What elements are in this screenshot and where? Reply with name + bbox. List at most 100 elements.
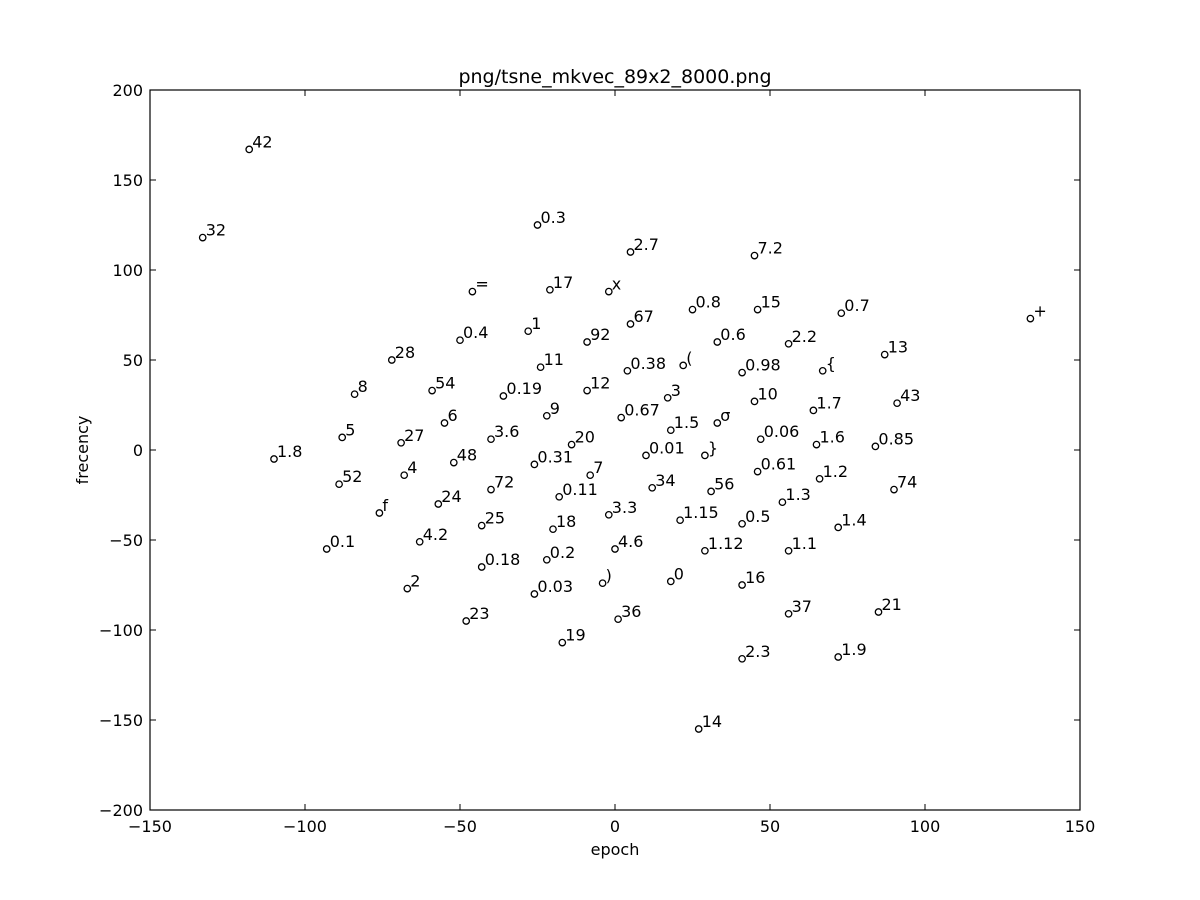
data-point: 27 [397,426,424,447]
data-point: 1.12 [701,534,744,555]
point-label: 4.2 [423,525,448,544]
y-tick-label: −200 [99,801,143,820]
point-marker [449,458,458,467]
data-point: 74 [890,473,917,494]
data-point: + [1026,302,1047,323]
point-label: 0 [674,564,684,583]
data-point: 3.6 [487,422,519,444]
point-label: 2.2 [792,327,817,346]
point-label: 2 [410,572,420,591]
data-point: 0.67 [617,401,660,422]
data-point: 0.2 [542,543,575,564]
data-point: 1.1 [784,534,817,555]
point-marker [738,519,746,528]
y-axis-title: frecency [73,416,92,485]
point-marker [750,251,759,260]
data-point: 14 [694,712,722,733]
point-marker [663,393,672,402]
x-tick-label: −50 [443,817,477,836]
point-label: 54 [435,374,455,393]
point-label: 0.8 [696,293,721,312]
point-label: 8 [358,377,368,396]
point-label: 18 [556,512,576,531]
point-label: 2.7 [634,235,659,254]
data-point: 54 [428,374,455,395]
point-marker [626,320,635,328]
y-tick-label: 100 [112,261,143,280]
data-point: 37 [784,597,812,618]
data-point: σ [713,406,730,427]
data-point: 7.2 [750,239,783,260]
data-point: 34 [648,471,676,492]
chart-title: png/tsne_mkvec_89x2_8000.png [458,66,771,88]
point-marker [586,471,595,480]
point-marker [604,287,613,296]
point-marker [567,440,576,449]
point-marker [468,287,477,296]
point-label: 4 [407,458,417,477]
point-label: 19 [565,626,585,645]
data-point: 1.4 [834,510,867,532]
point-label: 28 [395,343,415,362]
data-point: 0.06 [756,422,799,444]
data-point: 0.3 [533,208,566,229]
data-point: 1.9 [834,640,867,661]
data-point: 48 [449,446,477,467]
point-marker [713,338,722,346]
data-point: 12 [583,374,610,395]
point-marker [694,725,703,733]
point-marker [322,545,331,553]
point-label: 7.2 [758,239,783,258]
point-marker [198,233,207,242]
point-label: 0.6 [720,325,745,344]
point-label: 9 [550,399,560,418]
point-marker [617,413,626,422]
point-marker [679,361,688,370]
data-point: 2.7 [626,235,659,256]
x-tick-label: 0 [610,817,620,836]
point-label: 0.98 [745,356,781,375]
y-tick-label: 50 [123,351,143,370]
point-marker [753,305,762,314]
data-point: 0.5 [738,507,771,528]
point-label: 21 [882,595,902,614]
point-label: 0.19 [506,379,542,398]
point-marker [701,451,709,460]
point-marker [598,579,607,588]
point-marker [533,221,542,229]
point-marker [1026,314,1035,323]
point-marker [555,492,564,501]
point-marker [487,485,495,494]
data-point: 21 [874,595,902,616]
point-label: 0.38 [630,354,666,373]
point-marker [487,435,495,444]
point-label: 20 [575,428,595,447]
point-marker [611,545,619,553]
point-marker [623,366,632,375]
data-point: 0.01 [642,438,685,460]
point-label: + [1033,302,1046,321]
point-label: 25 [485,509,505,528]
data-point: 0.61 [753,455,796,476]
y-tick-label: −50 [109,531,143,550]
point-marker [812,440,821,449]
point-marker [815,474,824,483]
data-point: 43 [893,386,920,408]
point-label: 72 [494,473,514,492]
point-label: 0.1 [330,532,355,551]
point-label: 16 [745,568,765,587]
point-label: 15 [761,293,781,312]
point-marker [738,581,746,589]
point-label: 0.2 [550,543,575,562]
data-point: 1.2 [815,462,848,483]
data-point: 4.2 [415,525,448,546]
point-marker [874,608,883,616]
point-label: 12 [590,374,610,393]
point-label: 13 [888,338,908,357]
point-label: 67 [634,307,654,326]
point-label: 34 [655,471,675,490]
plot-frame [149,89,1081,811]
point-label: 48 [457,446,477,465]
point-marker [756,435,765,444]
data-point: 92 [583,325,610,346]
